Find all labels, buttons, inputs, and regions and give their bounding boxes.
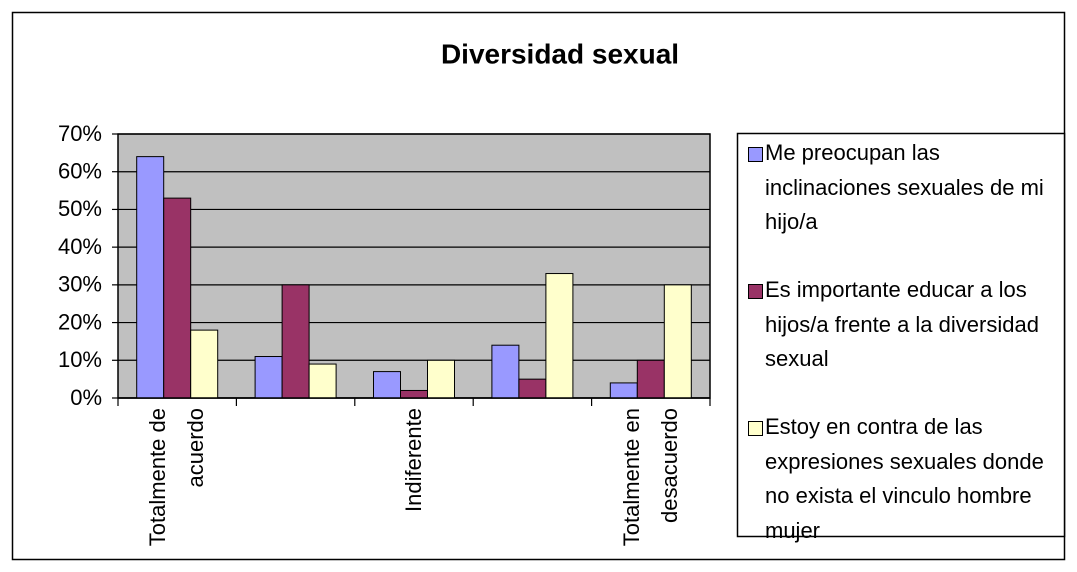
y-tick-label: 60% xyxy=(58,159,102,184)
bar xyxy=(136,156,165,399)
legend-label: Me preocupan las inclinaciones sexuales … xyxy=(765,140,1044,234)
legend-swatch xyxy=(748,421,763,436)
bar xyxy=(491,344,520,399)
y-tick-label: 10% xyxy=(58,347,102,372)
y-tick-label: 40% xyxy=(58,234,102,259)
bar xyxy=(636,359,665,399)
bar xyxy=(190,329,219,399)
chart-title: Diversidad sexual xyxy=(441,38,679,69)
legend-box xyxy=(736,132,1066,538)
y-tick-label: 50% xyxy=(58,196,102,221)
x-tick-label: Totalmente de acuerdo xyxy=(145,408,209,547)
bar xyxy=(281,284,310,399)
x-tick-label: Totalmente en desacuerdo xyxy=(618,408,682,547)
bar xyxy=(254,356,283,399)
bar xyxy=(518,378,547,399)
x-tick-label: Indiferente xyxy=(401,408,426,512)
y-tick-label: 70% xyxy=(58,121,102,146)
y-tick-label: 0% xyxy=(70,385,102,410)
bar xyxy=(308,363,337,399)
y-tick-label: 30% xyxy=(58,272,102,297)
bar xyxy=(373,371,401,399)
y-tick-label: 20% xyxy=(58,309,102,334)
legend-swatch xyxy=(748,284,763,299)
legend-label: Es importante educar a los hijos/a frent… xyxy=(765,277,1039,371)
bar xyxy=(663,284,692,399)
legend-swatch xyxy=(748,147,763,162)
legend-label: Estoy en contra de las expresiones sexua… xyxy=(765,414,1044,543)
bar xyxy=(545,273,574,399)
bar xyxy=(163,197,192,399)
bar xyxy=(427,359,455,399)
bar xyxy=(609,382,638,399)
bar xyxy=(400,389,428,399)
